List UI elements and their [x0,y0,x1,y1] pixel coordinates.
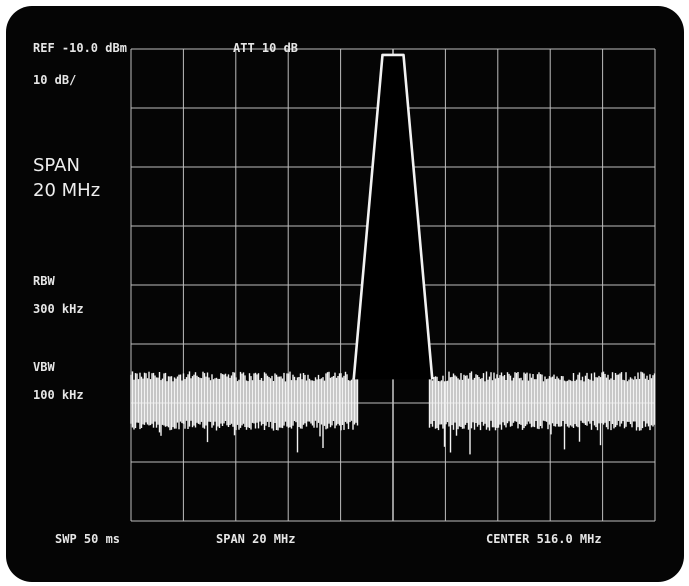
span-label: SPAN [33,155,80,176]
attenuation-readout: ATT 10 dB [233,41,299,55]
span-value: 20 MHz [33,180,101,201]
scale-readout: 10 dB/ [33,73,77,87]
rbw-value: 300 kHz [33,302,84,316]
sweep-time-readout: SWP 50 ms [55,532,121,546]
span-footer-readout: SPAN 20 MHz [216,532,296,546]
signal-peak-line [352,53,434,380]
noise-floor-trace [130,371,656,455]
analyzer-screen [6,6,684,582]
rbw-label: RBW [33,274,55,288]
center-frequency-readout: CENTER 516.0 MHz [486,532,602,546]
vbw-value: 100 kHz [33,388,84,402]
ref-level-readout: REF -10.0 dBm [33,41,127,55]
vbw-label: VBW [33,360,55,374]
signal-peak-interior [353,54,433,380]
signal-peak-trace [352,53,434,380]
